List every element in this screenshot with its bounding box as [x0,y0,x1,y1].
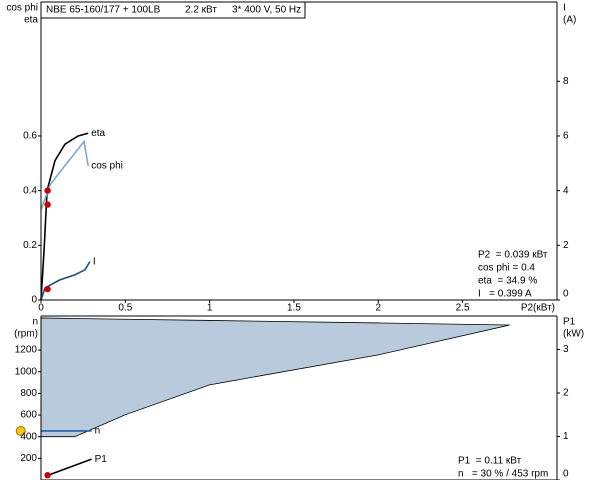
header-power: 2.2 кВт [185,5,217,16]
operating-point [44,201,51,208]
x-tick-label: 1.5 [287,303,301,314]
info-text: P2 = 0.039 кВт [478,250,548,261]
y2-axis-label: I [563,3,566,14]
info-text: cos phi = 0.4 [478,263,535,274]
y2-tick-label: 4 [563,185,569,196]
x-axis-label: P2(кВт) [521,303,555,314]
y2-tick-label: 2 [563,388,569,399]
curve-label: eta [91,128,105,139]
speed-range-area [40,317,510,438]
y2-axis-label: (kW) [563,329,584,340]
y-tick-label: 800 [20,388,37,399]
curve-label: I [93,256,96,267]
curve-label: cos phi [91,161,123,172]
info-text: eta = 34.9 % [478,276,537,287]
x-tick-label: 0.5 [118,303,132,314]
y-tick-label: 0 [31,295,37,306]
y2-tick-label: 2 [563,240,569,251]
y-axis-label: n [32,317,38,328]
info-text: P1 = 0.11 кВт [458,456,522,467]
header-box [40,1,306,19]
header-supply: 3* 400 V, 50 Hz [232,5,301,16]
y2-tick-label: 6 [563,131,569,142]
info-text: n = 30 % / 453 rpm [458,469,548,480]
y-tick-label: 600 [20,410,37,421]
operating-point [44,472,51,479]
y-axis-label: (rpm) [14,329,38,340]
y2-tick-label: 8 [563,76,569,87]
header-title: NBE 65-160/177 + 100LB [46,5,161,16]
y2-tick-label: 3 [563,344,569,355]
y-tick-label: 1200 [15,345,38,356]
curve-label: n [95,426,101,437]
y2-tick-label: 0 [563,469,569,480]
y-axis-label: eta [24,15,38,26]
info-text: I = 0.399 A [478,289,532,300]
curve [46,458,92,477]
y-tick-label: 200 [20,453,37,464]
y2-tick-label: 0 [563,289,569,300]
y-tick-label: 400 [20,431,37,442]
x-tick-label: 2.5 [456,303,470,314]
curve-label: P1 [95,454,108,465]
operating-point [44,187,51,194]
operating-point [15,425,26,436]
y2-axis-label: P1 [563,317,576,328]
y2-tick-label: 1 [563,431,569,442]
y-tick-label: 0.6 [23,131,37,142]
x-tick-label: 1 [207,303,213,314]
y-tick-label: 0.4 [23,185,37,196]
curve [40,132,89,301]
operating-point [44,285,51,293]
y-tick-label: 0.2 [23,240,37,251]
x-tick-label: 2 [375,303,381,314]
y2-axis-label: (A) [563,15,576,26]
x-tick-label: 0 [38,303,44,314]
y-tick-label: 1000 [15,366,38,377]
curve [40,261,91,301]
y-axis-label: cos phi [6,3,38,14]
